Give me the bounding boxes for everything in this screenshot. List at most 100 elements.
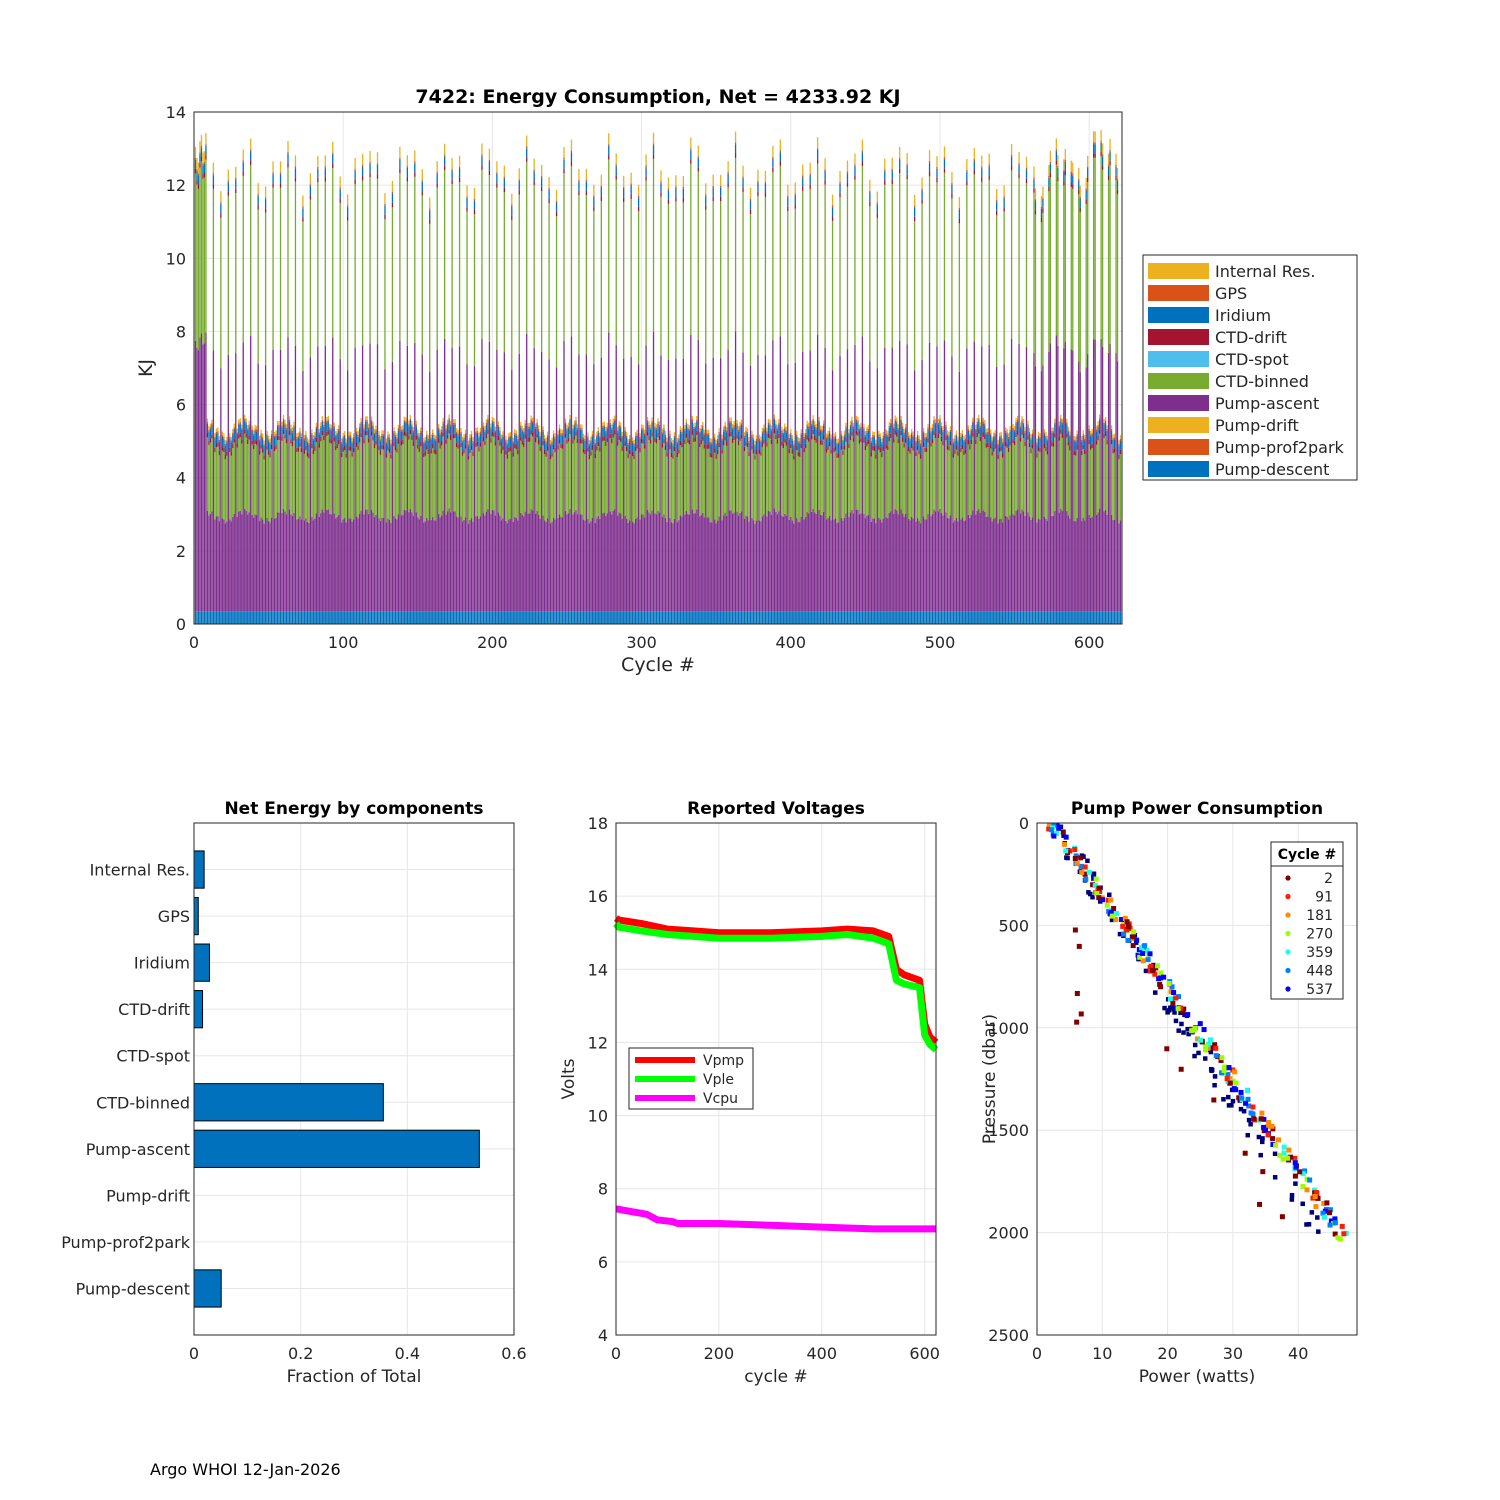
bar-segment bbox=[367, 438, 370, 443]
bar-segment bbox=[320, 611, 322, 624]
bar-segment bbox=[194, 611, 197, 624]
bar-segment bbox=[306, 437, 309, 442]
bar-segment bbox=[442, 432, 444, 437]
bar-segment bbox=[384, 369, 386, 612]
bar-segment bbox=[790, 432, 792, 435]
bar-segment bbox=[1031, 517, 1034, 612]
point bbox=[1176, 1028, 1181, 1033]
bar-segment bbox=[1112, 611, 1114, 624]
bar-segment bbox=[233, 427, 235, 430]
bar-segment bbox=[967, 611, 969, 624]
bar-segment bbox=[791, 449, 793, 454]
bar-segment bbox=[769, 425, 771, 435]
bar-segment bbox=[1067, 441, 1069, 446]
bar-segment bbox=[533, 348, 535, 612]
bar-segment bbox=[515, 445, 517, 450]
bar-segment bbox=[831, 370, 834, 612]
bar-segment bbox=[997, 440, 999, 444]
bar-segment bbox=[643, 435, 646, 445]
bar-segment bbox=[545, 456, 547, 523]
bar-segment bbox=[985, 432, 987, 435]
point bbox=[1260, 1169, 1266, 1175]
bar-segment bbox=[209, 611, 212, 624]
bar-segment bbox=[922, 611, 925, 624]
bar-segment bbox=[664, 611, 667, 624]
bar-segment bbox=[1076, 434, 1078, 436]
bar-segment bbox=[247, 430, 249, 440]
bar-segment bbox=[764, 183, 767, 193]
bar-segment bbox=[296, 447, 298, 453]
bar-segment bbox=[436, 187, 438, 350]
bar-segment bbox=[990, 444, 992, 449]
bar-segment bbox=[384, 214, 386, 220]
bar-segment bbox=[430, 611, 432, 624]
bar-segment bbox=[420, 432, 422, 442]
bar-segment bbox=[554, 447, 556, 453]
bar-segment bbox=[799, 443, 801, 453]
bar-segment bbox=[879, 452, 881, 520]
bar-segment bbox=[357, 611, 359, 624]
bar-segment bbox=[482, 426, 485, 428]
point bbox=[1304, 1176, 1310, 1182]
bar-segment bbox=[264, 186, 267, 198]
bar-segment bbox=[438, 438, 440, 443]
bar-segment bbox=[503, 352, 505, 612]
bar-segment bbox=[318, 443, 320, 448]
bar-segment bbox=[870, 437, 873, 442]
bar-segment bbox=[526, 157, 528, 162]
bar-segment bbox=[448, 419, 450, 430]
bar-segment bbox=[1039, 433, 1041, 437]
bar-segment bbox=[854, 179, 856, 345]
bar-segment bbox=[873, 446, 875, 451]
bar-segment bbox=[443, 611, 446, 624]
bar-segment bbox=[751, 430, 753, 435]
bar-segment bbox=[821, 429, 823, 432]
bar-segment bbox=[245, 437, 247, 511]
bar-segment bbox=[429, 208, 431, 211]
bar-segment bbox=[426, 517, 428, 612]
bar-segment bbox=[229, 438, 231, 448]
bar-segment bbox=[294, 177, 297, 182]
bar-segment bbox=[321, 430, 323, 436]
point bbox=[1196, 1050, 1201, 1056]
bar-segment bbox=[300, 611, 303, 624]
bar-segment bbox=[634, 611, 637, 624]
bar-segment bbox=[934, 424, 937, 434]
bar-segment bbox=[942, 440, 944, 446]
bar-segment bbox=[990, 517, 992, 612]
bar-segment bbox=[393, 427, 395, 431]
bar-segment bbox=[824, 158, 826, 170]
bar-segment bbox=[725, 432, 728, 442]
bar-segment bbox=[470, 445, 473, 450]
bar-segment bbox=[194, 168, 197, 174]
bar-segment bbox=[976, 432, 978, 438]
bar-segment bbox=[894, 430, 896, 435]
bar-segment bbox=[1022, 433, 1025, 439]
bar-segment bbox=[548, 189, 550, 199]
bar-segment bbox=[1092, 339, 1095, 612]
point bbox=[1169, 984, 1175, 990]
bar-segment bbox=[809, 162, 811, 174]
bar-segment bbox=[975, 425, 977, 429]
bar-segment bbox=[728, 432, 731, 437]
bar-segment bbox=[1103, 422, 1105, 425]
bar-segment bbox=[275, 517, 277, 612]
bar-segment bbox=[960, 611, 962, 624]
bar-segment bbox=[848, 611, 850, 624]
bar-segment bbox=[806, 512, 808, 612]
bar-segment bbox=[593, 211, 595, 365]
bar-segment bbox=[763, 439, 765, 444]
bar-segment bbox=[563, 340, 565, 612]
bar-segment bbox=[230, 451, 232, 456]
category-label: CTD-spot bbox=[116, 1047, 190, 1066]
legend-swatch bbox=[1148, 329, 1209, 345]
bar-segment bbox=[864, 450, 867, 519]
bar-segment bbox=[597, 441, 599, 447]
bar-segment bbox=[767, 611, 770, 624]
bar-segment bbox=[482, 437, 485, 442]
point bbox=[1224, 1076, 1230, 1082]
bar-segment bbox=[532, 423, 534, 433]
bar-segment bbox=[251, 611, 253, 624]
bar-segment bbox=[969, 449, 971, 518]
bar-segment bbox=[291, 430, 294, 433]
